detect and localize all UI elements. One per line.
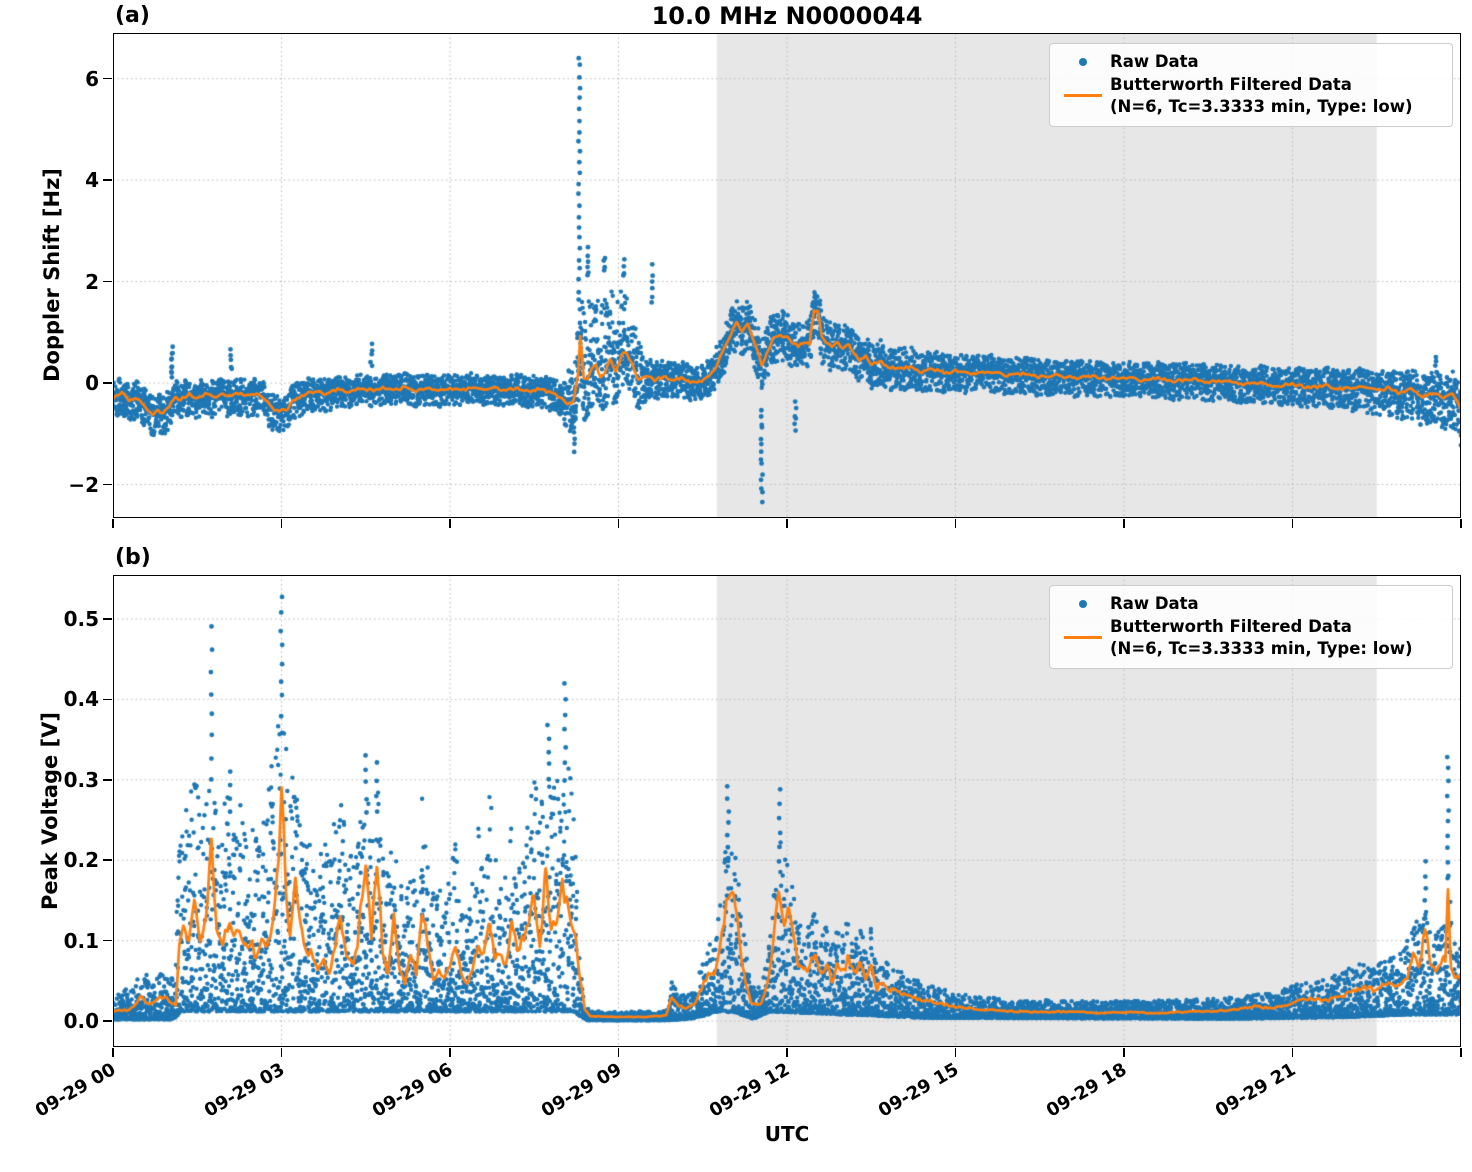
y-tick-label: 0.1 [63,928,99,953]
x-tick [786,1048,788,1057]
y-tick [103,280,112,283]
y-tick-label: 6 [85,66,99,91]
x-tick [112,519,114,528]
x-tick [1123,519,1125,528]
y-tick [103,382,112,384]
x-axis-label: UTC [764,1122,810,1146]
x-tick [786,519,788,528]
x-tick [954,1048,957,1057]
y-tick [103,618,112,620]
panel-b-legend: Raw Data Butterworth Filtered Data (N=6,… [1049,585,1453,670]
x-tick [617,519,620,528]
x-tick [1460,1048,1462,1057]
y-tick-label: 0.5 [63,606,99,631]
figure-title: 10.0 MHz N0000044 [651,2,923,30]
panel-a-label: (a) [115,3,150,28]
y-tick-label: 0.0 [63,1009,99,1034]
legend-entry-filtered: Butterworth Filtered Data (N=6, Tc=3.333… [1056,74,1442,117]
panel-b-label: (b) [115,545,151,570]
y-tick [103,859,112,861]
y-tick [103,77,112,80]
y-tick [103,939,112,942]
y-tick-label: 2 [85,269,99,294]
x-tick [449,1048,451,1057]
panel-a-legend: Raw Data Butterworth Filtered Data (N=6,… [1049,43,1453,128]
x-tick [617,1048,620,1057]
x-tick [280,519,283,528]
x-tick [280,1048,283,1057]
y-tick-label: 0.3 [63,767,99,792]
y-tick [103,179,112,181]
panel-b-plot-area: Raw Data Butterworth Filtered Data (N=6,… [113,575,1461,1047]
filtered-line-icon [1056,636,1110,640]
x-tick [1291,1048,1294,1057]
y-tick [103,483,112,486]
y-tick [103,698,112,701]
raw-data-dot-icon [1056,57,1110,66]
x-tick [1291,519,1294,528]
legend-entry-filtered: Butterworth Filtered Data (N=6, Tc=3.333… [1056,616,1442,659]
x-tick [1460,519,1462,528]
y-tick-label: −2 [68,472,99,497]
filtered-line-icon [1056,94,1110,98]
y-tick [103,779,112,781]
y-tick-label: 0 [85,371,99,396]
legend-entry-raw: Raw Data [1056,51,1442,72]
x-tick [954,519,957,528]
y-tick-label: 0.2 [63,848,99,873]
x-tick [449,519,451,528]
panel-a-plot-area: Raw Data Butterworth Filtered Data (N=6,… [113,33,1461,518]
legend-entry-raw: Raw Data [1056,593,1442,614]
y-tick-label: 4 [85,168,99,193]
x-tick [112,1048,114,1057]
y-tick [103,1020,112,1022]
raw-data-dot-icon [1056,599,1110,608]
y-tick-label: 0.4 [63,687,99,712]
x-tick [1123,1048,1125,1057]
